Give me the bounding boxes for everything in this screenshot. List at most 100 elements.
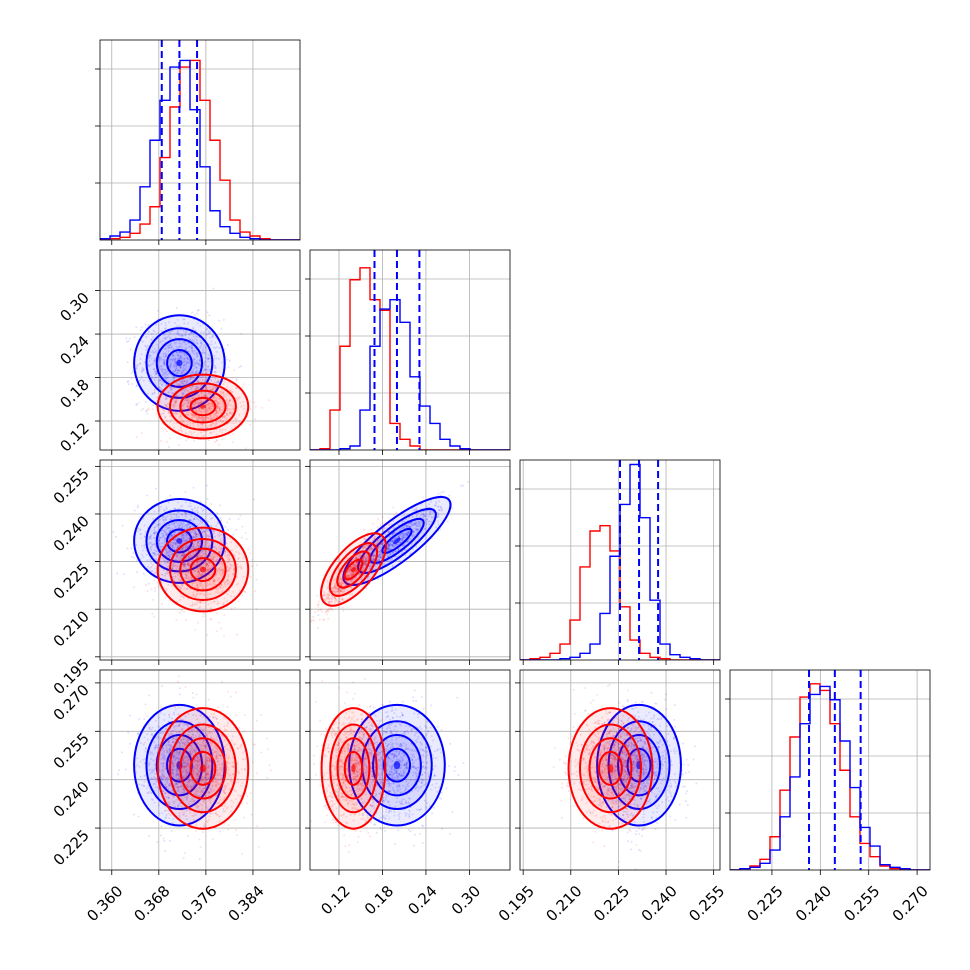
scatter-point [195, 352, 198, 355]
scatter-point [187, 350, 190, 353]
scatter-point [161, 412, 164, 415]
scatter-point [164, 531, 167, 534]
scatter-point [197, 518, 200, 521]
scatter-point [190, 519, 193, 522]
scatter-point [181, 537, 184, 540]
scatter-point [126, 361, 129, 364]
scatter-point [178, 351, 181, 354]
scatter-point [190, 433, 193, 436]
scatter-point [210, 405, 213, 408]
scatter-point [139, 528, 142, 531]
scatter-point [207, 365, 210, 368]
scatter-point [148, 356, 151, 359]
scatter-point [187, 399, 190, 402]
scatter-point [179, 366, 182, 369]
scatter-point [204, 416, 207, 419]
scatter-point [186, 358, 189, 361]
scatter-point [196, 510, 199, 513]
scatter-point [162, 360, 165, 363]
scatter-point [173, 533, 176, 536]
scatter-point [95, 352, 97, 354]
scatter-point [183, 379, 186, 382]
scatter-point [152, 351, 155, 354]
scatter-point [169, 330, 172, 333]
scatter-point [179, 335, 182, 338]
scatter-point [183, 536, 186, 539]
scatter-point [210, 407, 213, 410]
scatter-point [223, 380, 226, 383]
scatter-point [183, 383, 186, 386]
scatter-point [157, 331, 160, 334]
scatter-point [166, 344, 169, 347]
scatter-point [199, 431, 202, 434]
scatter-point [207, 392, 210, 395]
scatter-point [175, 553, 178, 556]
scatter-point [126, 547, 129, 550]
scatter-point [159, 340, 162, 343]
scatter-point [186, 402, 189, 405]
scatter-point [185, 574, 188, 577]
scatter-point [218, 409, 221, 412]
scatter-point [153, 543, 156, 546]
scatter-point [166, 552, 169, 555]
scatter-point [182, 393, 185, 396]
scatter-point [225, 542, 228, 545]
scatter-point [216, 381, 219, 384]
scatter-point [242, 404, 245, 407]
scatter-point [153, 357, 156, 360]
scatter-point [151, 574, 154, 577]
scatter-point [200, 387, 203, 390]
scatter-point [385, 530, 388, 533]
scatter-point [172, 405, 175, 408]
scatter-point [159, 379, 162, 382]
scatter-point [166, 373, 169, 376]
scatter-point [238, 413, 241, 416]
scatter-point [225, 412, 228, 415]
scatter-point [191, 545, 194, 548]
scatter-point [200, 560, 203, 563]
scatter-point [168, 523, 171, 526]
scatter-point [192, 363, 195, 366]
scatter-point [228, 411, 231, 414]
scatter-point [208, 403, 211, 406]
scatter-point [142, 368, 145, 371]
scatter-point [218, 444, 221, 447]
scatter-point [207, 360, 210, 363]
scatter-point [146, 412, 149, 415]
y-tick-label: 0.18 [56, 376, 92, 412]
scatter-point [215, 573, 218, 576]
scatter-point [123, 573, 126, 576]
scatter-point [174, 413, 177, 416]
scatter-point [197, 621, 200, 624]
scatter-point [193, 362, 196, 365]
scatter-point [135, 366, 138, 369]
scatter-point [174, 542, 177, 545]
scatter-point [177, 354, 180, 357]
scatter-point [147, 453, 149, 455]
scatter-point [192, 397, 195, 400]
scatter-point [163, 515, 166, 518]
scatter-point [130, 547, 133, 550]
scatter-point [172, 354, 175, 357]
scatter-point [192, 397, 195, 400]
scatter-point [192, 529, 195, 532]
scatter-point [177, 369, 180, 372]
scatter-point [196, 342, 199, 345]
scatter-point [204, 412, 207, 415]
scatter-point [322, 618, 325, 621]
scatter-point [206, 400, 209, 403]
scatter-point [190, 388, 193, 391]
scatter-point [170, 553, 173, 556]
scatter-point [165, 551, 168, 554]
scatter-point [241, 385, 244, 388]
scatter-point [199, 399, 202, 402]
scatter-point [125, 337, 128, 340]
scatter-point [174, 412, 177, 415]
scatter-point [136, 570, 139, 573]
scatter-point [160, 379, 163, 382]
scatter-point [186, 382, 189, 385]
scatter-point [173, 376, 176, 379]
scatter-point [140, 409, 143, 412]
scatter-point [227, 366, 230, 369]
